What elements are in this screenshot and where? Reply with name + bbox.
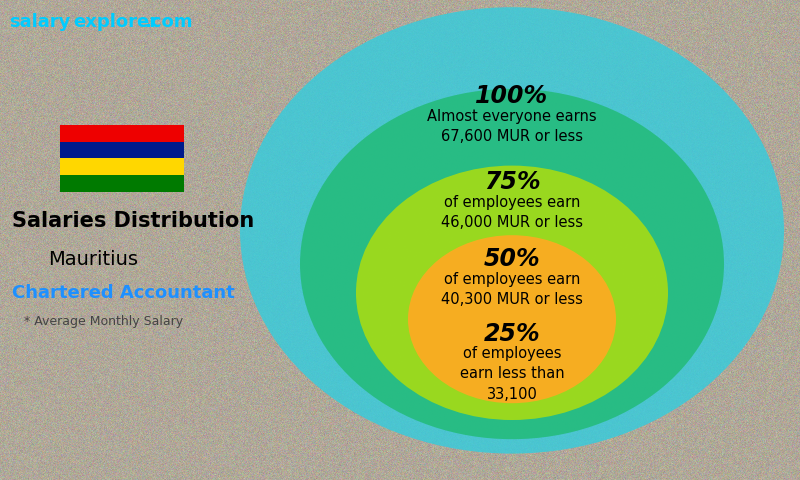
Text: Almost everyone earns: Almost everyone earns <box>427 108 597 124</box>
Bar <box>60 125 184 142</box>
Text: 67,600 MUR or less: 67,600 MUR or less <box>441 129 583 144</box>
Ellipse shape <box>356 166 668 420</box>
Text: Salaries Distribution: Salaries Distribution <box>12 211 254 231</box>
Ellipse shape <box>300 89 724 439</box>
Text: 25%: 25% <box>484 322 540 346</box>
Ellipse shape <box>240 7 784 454</box>
Text: salary: salary <box>10 12 71 31</box>
Text: explorer: explorer <box>74 12 158 31</box>
Ellipse shape <box>408 235 616 403</box>
Bar <box>60 175 184 192</box>
Text: earn less than: earn less than <box>460 366 564 382</box>
Text: 75%: 75% <box>484 170 540 194</box>
Text: 40,300 MUR or less: 40,300 MUR or less <box>441 292 583 307</box>
Text: Chartered Accountant: Chartered Accountant <box>12 284 234 302</box>
Text: 50%: 50% <box>484 247 540 271</box>
Text: of employees earn: of employees earn <box>444 195 580 210</box>
Bar <box>60 158 184 175</box>
Text: .com: .com <box>144 12 193 31</box>
Text: of employees: of employees <box>462 346 562 361</box>
Text: of employees earn: of employees earn <box>444 272 580 287</box>
Text: 46,000 MUR or less: 46,000 MUR or less <box>441 215 583 230</box>
Bar <box>60 142 184 158</box>
Text: * Average Monthly Salary: * Average Monthly Salary <box>24 315 183 328</box>
Text: Mauritius: Mauritius <box>48 250 138 269</box>
Text: 100%: 100% <box>475 84 549 108</box>
Text: 33,100: 33,100 <box>486 386 538 402</box>
